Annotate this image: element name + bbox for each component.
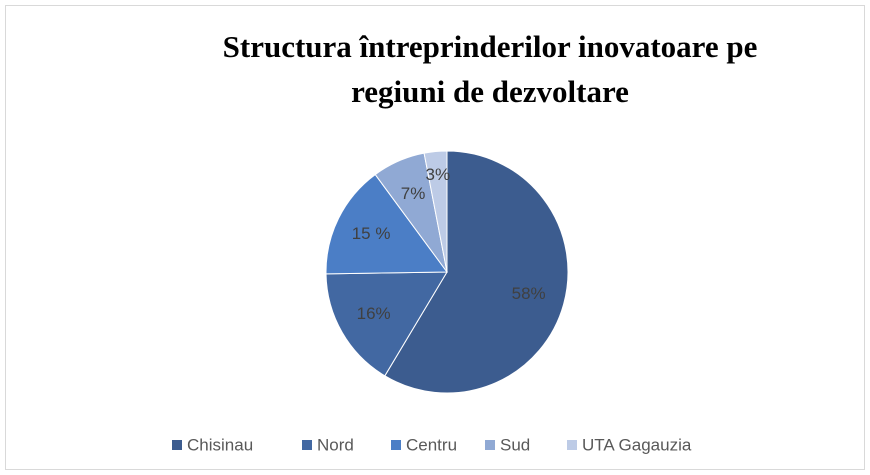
pie-slice [423,150,448,273]
pie-slice [325,173,448,275]
legend-label: Sud [500,435,530,454]
legend-label: Nord [317,435,354,454]
data-label: 16% [357,304,391,323]
legend-label: Chisinau [187,435,253,454]
legend-swatch [302,440,312,450]
legend-label: Centru [406,435,457,454]
legend-swatch [391,440,401,450]
chart-title: regiuni de dezvoltare [351,74,629,109]
pie-slice [384,150,569,394]
data-label: 58% [512,284,546,303]
legend-label: UTA Gagauzia [582,435,692,454]
pie-slice [325,271,448,377]
data-label: 7% [401,184,426,203]
legend-swatch [485,440,495,450]
legend-swatch [567,440,577,450]
data-label: 3% [426,165,451,184]
chart-title: Structura întreprinderilor inovatoare pe [223,29,758,64]
legend-swatch [172,440,182,450]
data-label: 15 % [352,224,391,243]
